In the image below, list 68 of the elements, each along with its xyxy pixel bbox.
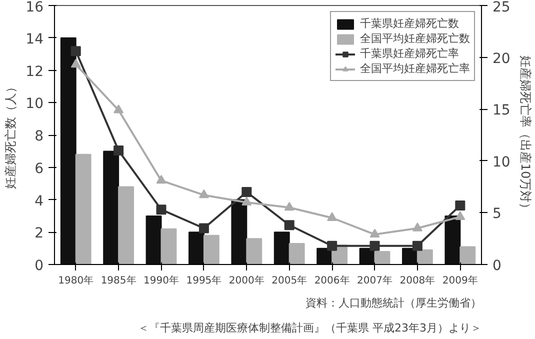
- bar: [374, 251, 390, 264]
- y-tick-label: 6: [34, 160, 44, 177]
- x-tick-label: 1980年: [58, 274, 94, 286]
- bar: [274, 232, 290, 264]
- bar: [188, 232, 204, 264]
- y-tick-label: 10: [26, 96, 44, 112]
- y-tick-label: 2: [34, 226, 44, 242]
- y2-tick-label: 15: [492, 102, 510, 119]
- y2-tick-label: 5: [492, 206, 502, 222]
- y-tick-label: 12: [26, 64, 44, 80]
- bar: [118, 186, 134, 264]
- point: [412, 240, 422, 251]
- legend-label: 全国平均妊産婦死亡数: [360, 31, 470, 46]
- point: [327, 240, 338, 251]
- y-tick-label: 8: [34, 128, 44, 144]
- x-tick-label: 2008年: [400, 274, 436, 286]
- y2-tick-label: 25: [492, 0, 510, 16]
- bar: [146, 215, 162, 264]
- point: [284, 220, 294, 230]
- point: [455, 211, 466, 220]
- y-tick-label: 16: [26, 0, 44, 16]
- point: [455, 200, 466, 210]
- x-tick-label: 2005年: [272, 274, 308, 286]
- bar: [203, 234, 220, 264]
- point: [156, 204, 166, 215]
- bar: [416, 249, 433, 264]
- y2-tick-label: 20: [492, 50, 510, 67]
- bar: [444, 215, 461, 264]
- bar: [160, 228, 177, 264]
- text: 資料：人口動態統計（厚生労働省）: [306, 296, 482, 310]
- point: [198, 223, 209, 234]
- legend-label: 千葉県妊産婦死亡率: [360, 46, 459, 61]
- legend-label: 全国平均妊産婦死亡率: [360, 61, 470, 76]
- point: [370, 228, 380, 238]
- bar: [246, 238, 262, 264]
- y-tick-label: 4: [34, 193, 44, 210]
- point: [370, 240, 380, 251]
- bar: [288, 242, 305, 264]
- point: [156, 174, 166, 184]
- point: [412, 222, 422, 232]
- y2-axis-title: 妊産婦死亡率（出産10万対）: [518, 55, 532, 215]
- point: [242, 196, 252, 206]
- y-axis-title: 妊産婦死亡数（人）: [4, 81, 18, 189]
- point: [327, 212, 338, 221]
- y-tick-label: 14: [26, 31, 44, 48]
- text: ＜『千葉県周産期医療体制整備計画』（千葉県 平成23年3月）より＞: [138, 322, 482, 334]
- x-tick-label: 1985年: [100, 274, 136, 286]
- y2-tick-label: 10: [492, 154, 510, 170]
- x-tick-label: 1995年: [186, 274, 222, 286]
- bar: [60, 37, 76, 264]
- point: [284, 202, 294, 211]
- bar: [103, 150, 120, 264]
- x-tick-label: 2006年: [314, 274, 350, 286]
- point: [114, 104, 124, 114]
- y-tick-label: 0: [34, 258, 44, 274]
- legend-label: 千葉県妊産婦死亡数: [360, 16, 459, 31]
- point: [114, 146, 124, 156]
- x-tick-label: 1990年: [144, 274, 179, 286]
- x-tick-label: 2000年: [228, 274, 264, 286]
- bar: [460, 246, 476, 264]
- point: [242, 186, 252, 197]
- x-tick-label: 2009年: [442, 274, 478, 286]
- point: [70, 58, 81, 68]
- bar: [75, 154, 92, 264]
- point: [198, 189, 209, 198]
- x-tick-label: 2007年: [357, 274, 392, 286]
- y2-tick-label: 0: [492, 258, 502, 274]
- bar: [231, 199, 248, 264]
